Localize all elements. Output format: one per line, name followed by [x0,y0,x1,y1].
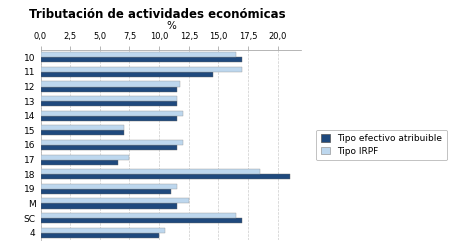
Legend: Tipo efectivo atribuible, Tipo IRPF: Tipo efectivo atribuible, Tipo IRPF [316,130,447,160]
Bar [40,233,159,238]
Bar [40,218,242,223]
Bar [40,213,236,218]
Bar [40,145,177,150]
Bar [40,160,117,165]
Bar [40,140,183,145]
Bar [40,189,171,194]
Bar [40,174,290,179]
Bar [40,52,236,57]
Bar [40,130,124,136]
Bar [40,116,177,121]
Bar [40,67,242,72]
Bar [40,82,180,86]
Bar [40,72,212,77]
Bar [40,204,177,208]
X-axis label: %: % [166,21,176,31]
Bar [40,125,124,130]
Bar [40,198,189,203]
Bar [40,57,242,62]
Bar [40,96,177,101]
Bar [40,154,130,160]
Bar [40,228,165,233]
Bar [40,169,260,174]
Bar [40,111,183,116]
Bar [40,184,177,189]
Text: Tributación de actividades económicas: Tributación de actividades económicas [29,8,286,20]
Bar [40,101,177,106]
Bar [40,86,177,92]
